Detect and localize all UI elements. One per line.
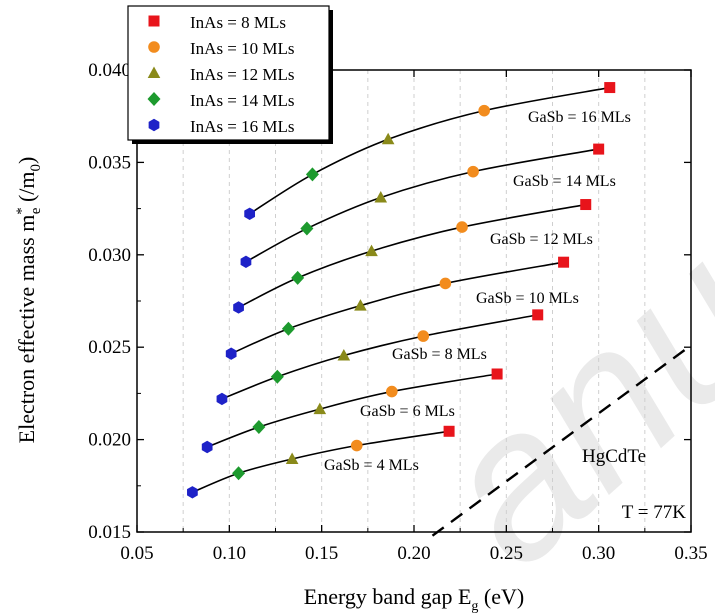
marker-triangle [365,244,378,257]
marker-square [443,425,455,437]
x-tick-label: 0.35 [674,543,707,564]
marker-circle [350,439,363,452]
marker-hexagon [225,347,237,360]
marker-circle [478,104,490,117]
gasb-curve [221,314,538,400]
x-tick-label: 0.30 [582,543,615,564]
y-axis-title: Electron effective mass m*e (/m0) [14,157,44,444]
legend-label: InAs = 8 MLs [190,13,286,32]
x-tick-label: 0.05 [120,543,153,564]
marker-circle [417,330,430,342]
marker-triangle [337,349,351,361]
marker-circle [456,221,468,233]
x-tick-label: 0.15 [305,543,338,564]
curve-label: GaSb = 16 MLs [528,109,631,126]
gasb-curve [249,86,610,215]
watermark: anusc [392,59,715,609]
marker-circle [148,41,160,53]
marker-hexagon [187,486,198,499]
marker-diamond [252,420,266,435]
y-tick-label: 0.035 [88,152,131,173]
y-tick-label: 0.015 [88,522,131,543]
gasb-curve [245,148,599,263]
marker-square [558,256,570,268]
curve-label: GaSb = 14 MLs [513,173,616,190]
x-tick-label: 0.25 [490,543,523,564]
marker-hexagon [240,255,252,269]
markers-group [187,82,616,499]
y-tick-label: 0.030 [88,245,131,266]
marker-hexagon [148,118,160,132]
marker-hexagon [216,392,228,406]
marker-circle [439,277,452,290]
gasb-curve [238,203,586,309]
y-tick-label: 0.020 [88,430,131,451]
curve-label: GaSb = 4 MLs [324,457,419,474]
marker-triangle [147,66,161,78]
marker-hexagon [201,440,213,454]
legend: InAs = 8 MLs InAs = 10 MLs InAs = 12 MLs In… [127,5,333,144]
marker-circle [386,385,398,398]
marker-triangle [381,132,395,145]
curve-label: GaSb = 8 MLs [392,346,487,363]
marker-square [593,143,605,155]
curves-group [192,86,610,494]
marker-square [604,82,616,94]
marker-triangle [354,299,367,311]
legend-box [127,5,330,141]
grid [182,70,646,532]
curve-labels: GaSb = 4 MLs GaSb = 6 MLs GaSb = 8 MLs GaSb… [324,109,631,474]
axes: 0.05 0.10 0.15 0.20 0.25 0.30 0.35 0.015 0.020 0.… [88,60,707,564]
marker-square [532,309,544,321]
marker-hexagon [244,207,256,220]
legend-label: InAs = 16 MLs [190,117,295,136]
marker-diamond [300,221,314,236]
marker-square [148,15,160,27]
legend-label: InAs = 14 MLs [190,91,295,110]
marker-diamond [291,270,305,285]
x-axis-title: Energy band gap Eg (eV) [304,584,524,614]
legend-label: InAs = 10 MLs [190,39,295,58]
legend-label: InAs = 12 MLs [190,65,295,84]
hgcdte-line-group [431,344,692,537]
x-tick-label: 0.10 [213,543,246,564]
marker-square [491,368,503,380]
y-tick-label: 0.025 [88,337,131,358]
marker-triangle [285,452,299,465]
x-tick-label: 0.20 [397,543,430,564]
hgcdte-line [431,344,692,537]
hgcdte-label: HgCdTe [582,446,646,467]
gasb-curve [230,261,564,355]
marker-triangle [374,191,388,203]
gasb-curve [206,373,498,448]
marker-diamond [270,369,284,384]
marker-triangle [313,402,327,415]
marker-circle [467,165,479,178]
marker-diamond [147,92,161,106]
curve-label: GaSb = 10 MLs [476,290,579,307]
marker-square [580,199,592,211]
curve-label: GaSb = 12 MLs [490,231,593,248]
curve-label: GaSb = 6 MLs [360,403,455,420]
gasb-curve [192,430,450,494]
marker-diamond [305,167,319,182]
marker-hexagon [233,301,244,314]
marker-diamond [281,321,295,336]
y-tick-label: 0.040 [88,60,131,81]
marker-diamond [232,466,246,481]
temperature-label: T = 77K [622,502,686,523]
